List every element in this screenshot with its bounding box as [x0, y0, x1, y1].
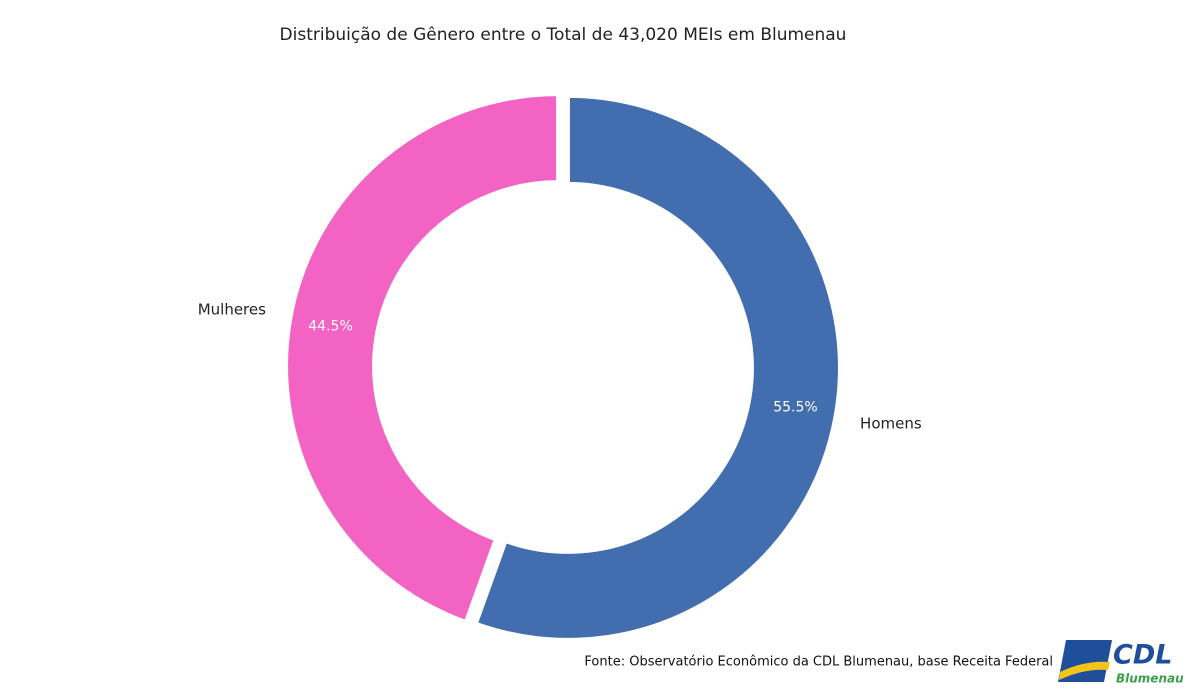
category-label: Mulheres — [198, 300, 266, 318]
logo: CDL Blumenau — [1058, 640, 1184, 686]
data-label: 55.5% — [773, 400, 817, 416]
data-label: 44.5% — [308, 318, 352, 334]
source-note: Fonte: Observatório Econômico da CDL Blu… — [584, 655, 1053, 670]
donut-slice — [284, 92, 561, 625]
donut-slice — [473, 93, 842, 642]
chart-title: Distribuição de Gênero entre o Total de … — [280, 25, 847, 45]
logo-subtitle: Blumenau — [1116, 672, 1184, 686]
category-label: Homens — [860, 415, 922, 433]
logo-stripe — [1059, 661, 1110, 680]
logo-title: CDL — [1113, 640, 1172, 671]
